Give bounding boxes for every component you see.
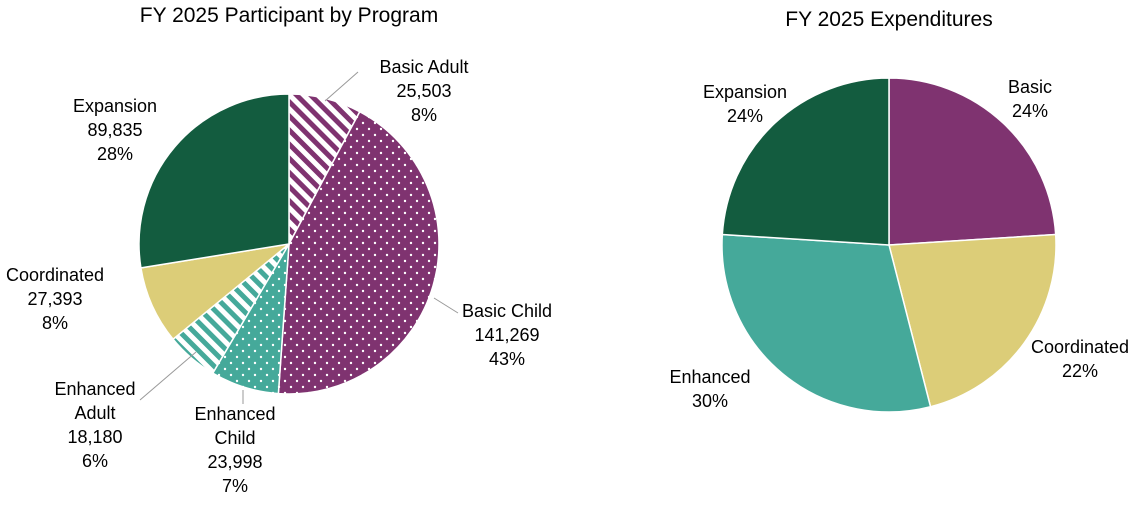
value-label: 23,998 [207, 452, 263, 472]
category-label: Enhanced [669, 367, 751, 387]
value-label: 141,269 [474, 325, 540, 345]
slice-label: Coordinated 27,393 8% [6, 263, 104, 335]
pie-slice [888, 233, 1057, 408]
chart-title: FY 2025 Expenditures [785, 8, 993, 31]
slice-label: Enhanced 30% [669, 365, 750, 413]
pie-slice [277, 110, 440, 395]
slice-label: Basic 24% [1008, 75, 1052, 123]
slice-label: Expansion 24% [703, 80, 787, 128]
percent-label: 8% [41, 313, 69, 333]
value-label: 89,835 [87, 120, 143, 140]
category-label: Basic Child [461, 301, 553, 321]
slice-label: Enhanced Adult 18,180 6% [50, 377, 140, 473]
leader-line [433, 297, 459, 314]
value-label: 18,180 [67, 427, 123, 447]
category-label: Coordinated [1030, 337, 1130, 357]
category-label: Enhanced Child [194, 404, 276, 448]
category-label: Expansion [702, 82, 788, 102]
value-label: 24% [726, 106, 764, 126]
slice-label: Basic Child 141,269 43% [462, 299, 552, 371]
pie-slice [721, 77, 890, 246]
leader-line [139, 351, 197, 401]
chart-title: FY 2025 Participant by Program [139, 4, 439, 27]
value-label: 24% [1011, 101, 1049, 121]
slice-label: Basic Adult 25,503 8% [379, 55, 468, 127]
percent-label: 43% [488, 349, 526, 369]
category-label: Expansion [72, 96, 158, 116]
category-label: Basic [1007, 77, 1053, 97]
percent-label: 8% [410, 105, 437, 125]
percent-label: 7% [221, 476, 248, 496]
percent-label: 6% [81, 451, 108, 471]
slice-label: Expansion 89,835 28% [73, 94, 157, 166]
slice-label: Enhanced Child 23,998 7% [190, 402, 280, 498]
pie-slice [888, 77, 1057, 246]
value-label: 22% [1061, 361, 1099, 381]
slice-label: Coordinated 22% [1031, 335, 1129, 383]
leader-line [324, 71, 359, 102]
category-label: Coordinated [5, 265, 105, 285]
pie-slice [138, 93, 290, 269]
value-label: 25,503 [396, 81, 452, 101]
value-label: 27,393 [27, 289, 83, 309]
percent-label: 28% [96, 144, 134, 164]
pie-slice [721, 233, 932, 413]
value-label: 30% [691, 391, 729, 411]
category-label: Enhanced Adult [54, 379, 136, 423]
category-label: Basic Adult [379, 57, 469, 77]
